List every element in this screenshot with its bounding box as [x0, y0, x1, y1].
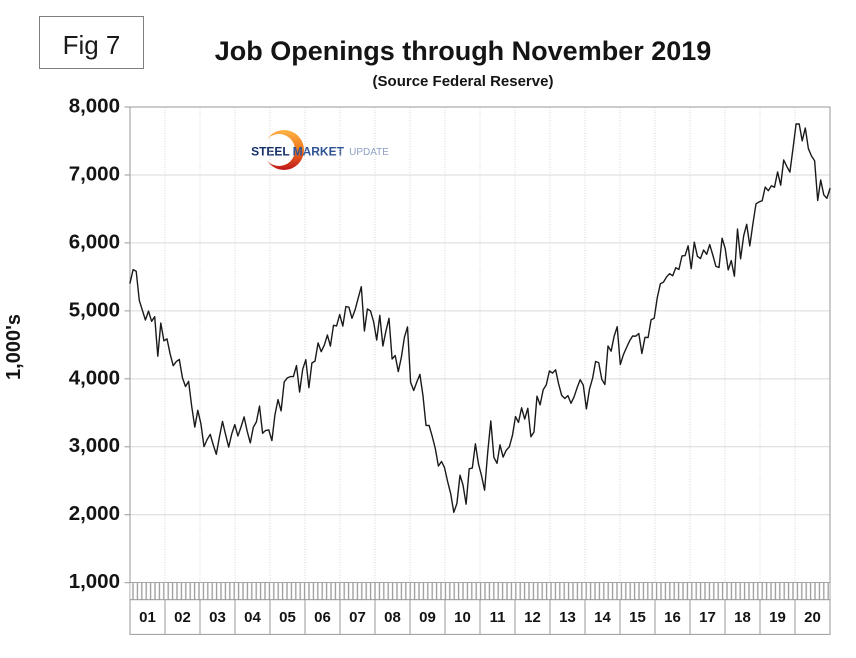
svg-text:12: 12	[524, 609, 541, 626]
svg-text:18: 18	[734, 609, 751, 626]
svg-text:1,000's: 1,000's	[3, 314, 25, 380]
svg-text:07: 07	[349, 609, 366, 626]
svg-text:8,000: 8,000	[69, 94, 120, 117]
svg-text:20: 20	[804, 609, 821, 626]
svg-text:MARKET: MARKET	[293, 145, 345, 159]
svg-text:08: 08	[384, 609, 401, 626]
svg-text:2,000: 2,000	[69, 502, 120, 525]
svg-text:10: 10	[454, 609, 471, 626]
svg-text:19: 19	[769, 609, 786, 626]
svg-text:4,000: 4,000	[69, 366, 120, 389]
svg-text:06: 06	[314, 609, 331, 626]
svg-text:03: 03	[209, 609, 226, 626]
svg-text:6,000: 6,000	[69, 230, 120, 253]
svg-text:16: 16	[664, 609, 681, 626]
svg-text:09: 09	[419, 609, 436, 626]
svg-text:01: 01	[139, 609, 156, 626]
svg-text:UPDATE: UPDATE	[349, 147, 389, 158]
svg-text:04: 04	[244, 609, 261, 626]
svg-text:5,000: 5,000	[69, 298, 120, 321]
svg-text:11: 11	[490, 609, 506, 626]
svg-text:05: 05	[279, 609, 296, 626]
svg-text:02: 02	[174, 609, 191, 626]
svg-text:14: 14	[594, 609, 611, 626]
svg-text:7,000: 7,000	[69, 162, 120, 185]
svg-text:13: 13	[559, 609, 576, 626]
svg-text:1,000: 1,000	[69, 570, 120, 593]
svg-text:17: 17	[699, 609, 716, 626]
svg-text:15: 15	[629, 609, 646, 626]
svg-text:3,000: 3,000	[69, 434, 120, 457]
